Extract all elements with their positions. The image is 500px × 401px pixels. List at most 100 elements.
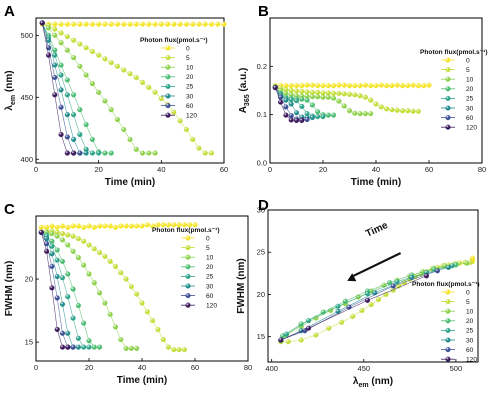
data-point-0 bbox=[139, 223, 145, 229]
x-tick-label: 20 bbox=[85, 363, 93, 372]
data-point-20 bbox=[64, 77, 70, 83]
x-tick-label: 0 bbox=[34, 165, 38, 174]
data-point-5 bbox=[336, 90, 342, 96]
data-point-120 bbox=[364, 297, 371, 303]
legend-marker bbox=[185, 273, 191, 279]
data-point-0 bbox=[139, 21, 146, 27]
data-point-25 bbox=[288, 97, 294, 103]
data-point-5 bbox=[75, 236, 81, 242]
data-point-120 bbox=[59, 344, 66, 350]
y-tick-label: 15 bbox=[257, 332, 265, 341]
series-line-120 bbox=[280, 275, 427, 341]
data-point-5 bbox=[320, 90, 326, 96]
panel-c: C 0 20 40 60 80 15 20 Time (min) FWHM (nm) Photon … bbox=[4, 201, 252, 386]
data-point-0 bbox=[215, 21, 221, 27]
panel-label: D bbox=[258, 197, 269, 214]
data-point-5 bbox=[83, 45, 89, 51]
x-axis-label: Time (min) bbox=[351, 177, 401, 188]
data-point-5 bbox=[128, 284, 134, 290]
legend-marker bbox=[185, 302, 191, 308]
data-point-30 bbox=[54, 273, 60, 280]
data-point-5 bbox=[183, 126, 189, 133]
data-point-0 bbox=[97, 223, 103, 229]
x-tick-label: 40 bbox=[138, 363, 146, 372]
data-point-120 bbox=[38, 229, 44, 235]
data-point-5 bbox=[139, 300, 145, 306]
legend-marker bbox=[165, 74, 171, 80]
data-point-30 bbox=[293, 110, 300, 116]
data-point-5 bbox=[339, 319, 345, 325]
data-point-5 bbox=[357, 93, 363, 99]
data-point-5 bbox=[65, 232, 71, 238]
data-point-30 bbox=[52, 62, 58, 68]
data-point-120 bbox=[44, 248, 50, 254]
data-point-10 bbox=[89, 81, 95, 87]
data-point-0 bbox=[38, 224, 44, 230]
time-arrow bbox=[350, 252, 402, 278]
legend-label-5: 5 bbox=[466, 67, 470, 74]
legend-marker bbox=[445, 299, 451, 305]
data-point-0 bbox=[394, 82, 400, 88]
legend-label-25: 25 bbox=[206, 274, 214, 281]
data-point-25 bbox=[299, 103, 305, 109]
data-point-120 bbox=[65, 344, 71, 350]
data-point-0 bbox=[96, 21, 102, 27]
legend-label-120: 120 bbox=[206, 303, 217, 310]
data-point-30 bbox=[45, 37, 52, 43]
y-axis-label: FWHM (nm) bbox=[4, 261, 15, 317]
data-point-5 bbox=[70, 233, 76, 239]
legend-label-30: 30 bbox=[466, 105, 474, 112]
data-point-0 bbox=[196, 21, 202, 27]
data-point-5 bbox=[139, 79, 146, 85]
data-point-0 bbox=[150, 223, 156, 229]
x-tick-label: 60 bbox=[425, 165, 433, 174]
data-point-0 bbox=[410, 82, 416, 88]
legend-marker bbox=[185, 254, 191, 260]
data-point-60 bbox=[52, 74, 58, 81]
data-point-5 bbox=[144, 309, 150, 315]
y-tick-label: 20 bbox=[257, 290, 265, 299]
data-point-5 bbox=[97, 250, 103, 256]
x-tick-label: 400 bbox=[265, 364, 278, 373]
legend-title: Photon flux(pmol.s⁻¹) bbox=[420, 49, 488, 56]
data-point-30 bbox=[49, 251, 55, 257]
data-point-5 bbox=[123, 276, 129, 282]
series-line-5 bbox=[41, 230, 185, 351]
data-point-5 bbox=[165, 344, 172, 350]
x-tick-label: 40 bbox=[157, 165, 165, 174]
time-arrow-head bbox=[347, 273, 357, 282]
data-point-10 bbox=[86, 271, 92, 277]
data-point-60 bbox=[283, 104, 289, 110]
data-point-0 bbox=[49, 223, 55, 229]
legend-marker bbox=[165, 103, 171, 109]
data-point-20 bbox=[304, 97, 310, 103]
data-point-5 bbox=[399, 108, 406, 114]
data-point-0 bbox=[112, 224, 119, 230]
plot-frame bbox=[35, 17, 225, 164]
data-point-60 bbox=[54, 295, 60, 301]
data-point-10 bbox=[58, 40, 64, 46]
data-point-25 bbox=[305, 318, 312, 324]
data-point-5 bbox=[121, 67, 127, 73]
data-point-60 bbox=[390, 283, 396, 289]
data-point-20 bbox=[77, 107, 83, 113]
data-point-25 bbox=[320, 114, 326, 120]
legend-label-20: 20 bbox=[186, 74, 194, 81]
data-point-0 bbox=[127, 21, 133, 27]
data-point-5 bbox=[288, 87, 294, 94]
legend-marker bbox=[165, 64, 171, 70]
data-point-20 bbox=[91, 344, 97, 350]
data-point-5 bbox=[309, 89, 315, 95]
data-point-120 bbox=[39, 20, 45, 26]
data-point-5 bbox=[196, 145, 202, 151]
data-point-120 bbox=[71, 150, 77, 156]
data-point-5 bbox=[373, 101, 379, 107]
data-point-10 bbox=[464, 260, 470, 266]
data-point-120 bbox=[305, 325, 312, 331]
data-point-5 bbox=[102, 253, 108, 259]
data-point-5 bbox=[375, 296, 382, 303]
data-point-0 bbox=[144, 222, 150, 228]
data-point-120 bbox=[423, 273, 429, 279]
y-tick-label: 450 bbox=[20, 93, 33, 102]
